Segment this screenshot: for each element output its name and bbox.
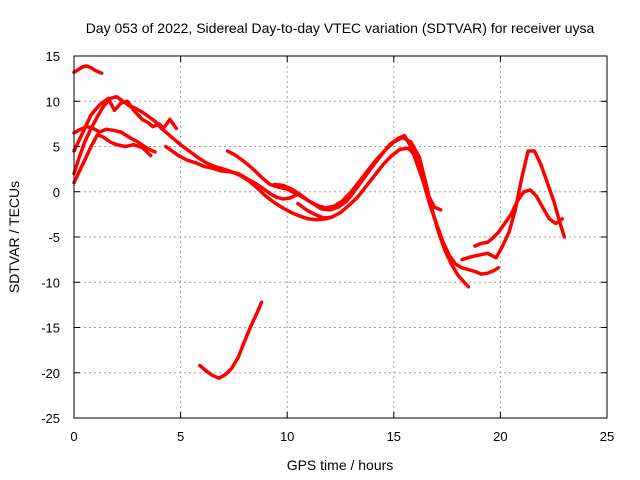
series-arc-4 bbox=[72, 132, 153, 185]
series-arc-1 bbox=[72, 64, 104, 75]
x-axis-label: GPS time / hours bbox=[287, 457, 394, 473]
series-arc-10 bbox=[460, 149, 567, 262]
x-tick-label: 15 bbox=[387, 429, 401, 444]
x-tick-label: 10 bbox=[280, 429, 294, 444]
x-tick-label: 25 bbox=[600, 429, 614, 444]
series-arc-5 bbox=[72, 94, 334, 222]
data-traces bbox=[72, 64, 567, 380]
series-arc-7 bbox=[225, 133, 501, 276]
chart-title: Day 053 of 2022, Sidereal Day-to-day VTE… bbox=[86, 20, 595, 36]
x-tick-label: 20 bbox=[493, 429, 507, 444]
series-arc-8 bbox=[272, 135, 471, 289]
y-tick-label: 5 bbox=[53, 140, 60, 155]
series-arc-11 bbox=[473, 188, 564, 248]
y-tick-label: -5 bbox=[48, 230, 60, 245]
y-axis-label: SDTVAR / TECUs bbox=[6, 181, 22, 293]
series-arc-6 bbox=[163, 144, 298, 201]
series-arc-9 bbox=[296, 146, 443, 220]
y-tick-label: -15 bbox=[41, 321, 60, 336]
y-tick-label: 15 bbox=[46, 49, 60, 64]
y-tick-label: -20 bbox=[41, 366, 60, 381]
x-tick-label: 0 bbox=[70, 429, 77, 444]
y-tick-label: -10 bbox=[41, 275, 60, 290]
series-arc-3 bbox=[72, 124, 157, 154]
x-tick-label: 5 bbox=[177, 429, 184, 444]
y-tick-label: -25 bbox=[41, 411, 60, 426]
series-arc-2 bbox=[72, 96, 179, 153]
gridlines bbox=[74, 56, 607, 418]
axis-ticks: 0 5 10 15 20 25 -25 -20 -15 -10 -5 0 5 10 15 bbox=[41, 49, 614, 444]
series-arc-12 bbox=[198, 300, 264, 380]
y-tick-label: 0 bbox=[53, 185, 60, 200]
y-tick-label: 10 bbox=[46, 94, 60, 109]
